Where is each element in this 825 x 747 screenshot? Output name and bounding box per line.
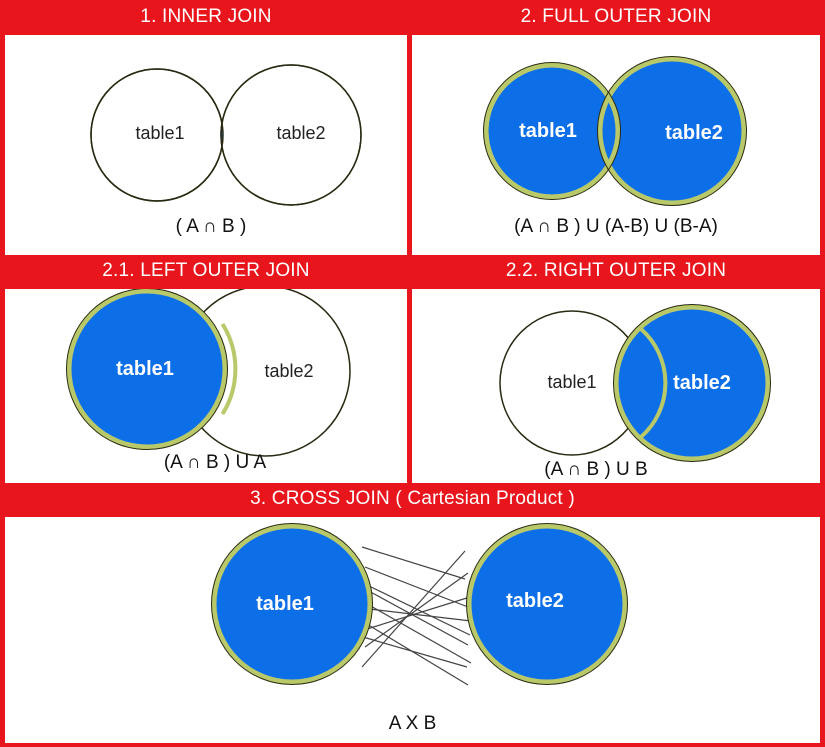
inner-join-venn: table1 table2 — [90, 64, 362, 206]
cross-table2-label: table2 — [506, 590, 564, 612]
cross-join-diagram: table1 table2 — [211, 523, 628, 686]
right-outer-join-venn: table1 table2 — [499, 304, 771, 462]
left-table2-label: table2 — [264, 361, 313, 381]
full-outer-join-formula: (A ∩ B ) U (A-B) U (B-A) — [514, 216, 718, 237]
left-outer-join-venn: table1 table2 — [66, 289, 351, 457]
full-table2-circle — [597, 56, 747, 206]
cross-join-lines — [361, 546, 472, 686]
cross-table1-circle — [211, 523, 373, 685]
full-outer-join-panel: table1 table2 (A ∩ B ) U (A-B) U (B-A) — [412, 35, 820, 255]
left-outer-join-panel: table1 table2 (A ∩ B ) U A — [5, 289, 407, 483]
inner-join-title: 1. INNER JOIN — [140, 6, 272, 27]
right-table2-label: table2 — [673, 372, 731, 394]
left-table1-circle — [66, 289, 228, 450]
cross-join-formula: A X B — [388, 713, 437, 734]
right-table1-label: table1 — [547, 372, 596, 392]
full-table2-label: table2 — [665, 122, 723, 144]
cross-table2-circle — [466, 523, 628, 685]
full-outer-join-title: 2. FULL OUTER JOIN — [520, 6, 712, 27]
cross-table1-label: table1 — [256, 593, 314, 615]
inner-join-panel: table1 table2 ( A ∩ B ) — [5, 35, 407, 255]
full-table1-label: table1 — [519, 120, 577, 142]
cross-join-panel: table1 table2 A X B — [5, 517, 820, 743]
right-outer-join-formula: (A ∩ B ) U B — [544, 459, 648, 480]
cross-join-title: 3. CROSS JOIN ( Cartesian Product ) — [250, 488, 575, 509]
inner-table2-label: table2 — [276, 123, 325, 143]
left-table1-label: table1 — [116, 358, 174, 380]
right-outer-join-panel: table1 table2 (A ∩ B ) U B — [412, 289, 820, 483]
left-outer-join-title: 2.1. LEFT OUTER JOIN — [102, 260, 310, 281]
inner-join-formula: ( A ∩ B ) — [175, 216, 247, 237]
full-outer-join-venn: table1 table2 — [483, 56, 747, 206]
inner-table1-label: table1 — [135, 123, 184, 143]
left-outer-join-formula: (A ∩ B ) U A — [163, 452, 267, 473]
right-outer-join-title: 2.2. RIGHT OUTER JOIN — [505, 260, 727, 281]
